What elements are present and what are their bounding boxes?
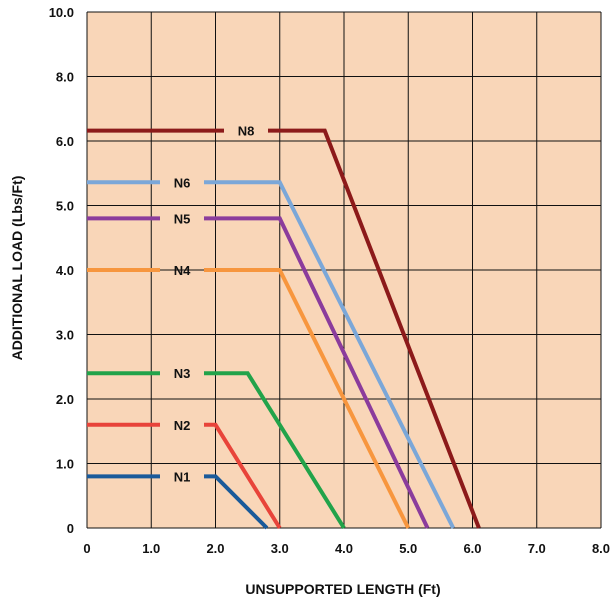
y-tick-label: 2.0 bbox=[56, 392, 74, 407]
x-tick-label: 6.0 bbox=[463, 541, 481, 556]
x-axis-title: UNSUPPORTED LENGTH (Ft) bbox=[245, 581, 440, 597]
x-tick-label: 7.0 bbox=[528, 541, 546, 556]
y-tick-label: 10.0 bbox=[49, 5, 74, 20]
series-n8: N8 bbox=[87, 124, 481, 529]
y-tick-label: 8.0 bbox=[56, 70, 74, 85]
y-tick-label: 0 bbox=[67, 521, 74, 536]
x-tick-label: 8.0 bbox=[592, 541, 610, 556]
x-tick-label: 4.0 bbox=[335, 541, 353, 556]
series-n1: N1 bbox=[87, 469, 269, 530]
series-line-segment bbox=[268, 128, 481, 529]
series-line-segment bbox=[204, 268, 411, 529]
series-line-segment bbox=[204, 474, 269, 530]
x-tick-label: 1.0 bbox=[142, 541, 160, 556]
x-tick-label: 0 bbox=[83, 541, 90, 556]
x-tick-label: 5.0 bbox=[399, 541, 417, 556]
series-n3: N3 bbox=[87, 366, 346, 530]
y-tick-label: 3.0 bbox=[56, 328, 74, 343]
y-tick-label: 5.0 bbox=[56, 199, 74, 214]
series-line-segment bbox=[204, 216, 430, 529]
series-label: N6 bbox=[174, 175, 191, 190]
grid bbox=[86, 11, 602, 529]
series-label: N1 bbox=[174, 469, 191, 484]
series-line-segment bbox=[204, 371, 346, 530]
y-axis-title: ADDITIONAL LOAD (Lbs/Ft) bbox=[9, 176, 25, 361]
series-label: N5 bbox=[174, 211, 191, 226]
series-line-segment bbox=[204, 422, 282, 530]
series-n2: N2 bbox=[87, 418, 282, 530]
series-line-segment bbox=[204, 180, 456, 529]
x-tick-label: 2.0 bbox=[206, 541, 224, 556]
series-label: N3 bbox=[174, 366, 191, 381]
y-tick-label: 1.0 bbox=[56, 457, 74, 472]
series-n4: N4 bbox=[87, 263, 411, 529]
x-tick-label: 3.0 bbox=[271, 541, 289, 556]
series-n5: N5 bbox=[87, 211, 430, 529]
y-tick-label: 4.0 bbox=[56, 263, 74, 278]
y-tick-label: 6.0 bbox=[56, 134, 74, 149]
series-n6: N6 bbox=[87, 175, 456, 529]
series-label: N2 bbox=[174, 418, 191, 433]
series-group: N1 N2 N3 N4 N5 N6 N8 bbox=[87, 124, 481, 530]
axes: 0 1.0 2.0 3.0 4.0 5.0 6.0 7.0 8.0 0 1.0 2.0 3.0 4.0 5.… bbox=[49, 5, 610, 556]
series-label: N8 bbox=[238, 124, 255, 139]
series-label: N4 bbox=[174, 263, 191, 278]
